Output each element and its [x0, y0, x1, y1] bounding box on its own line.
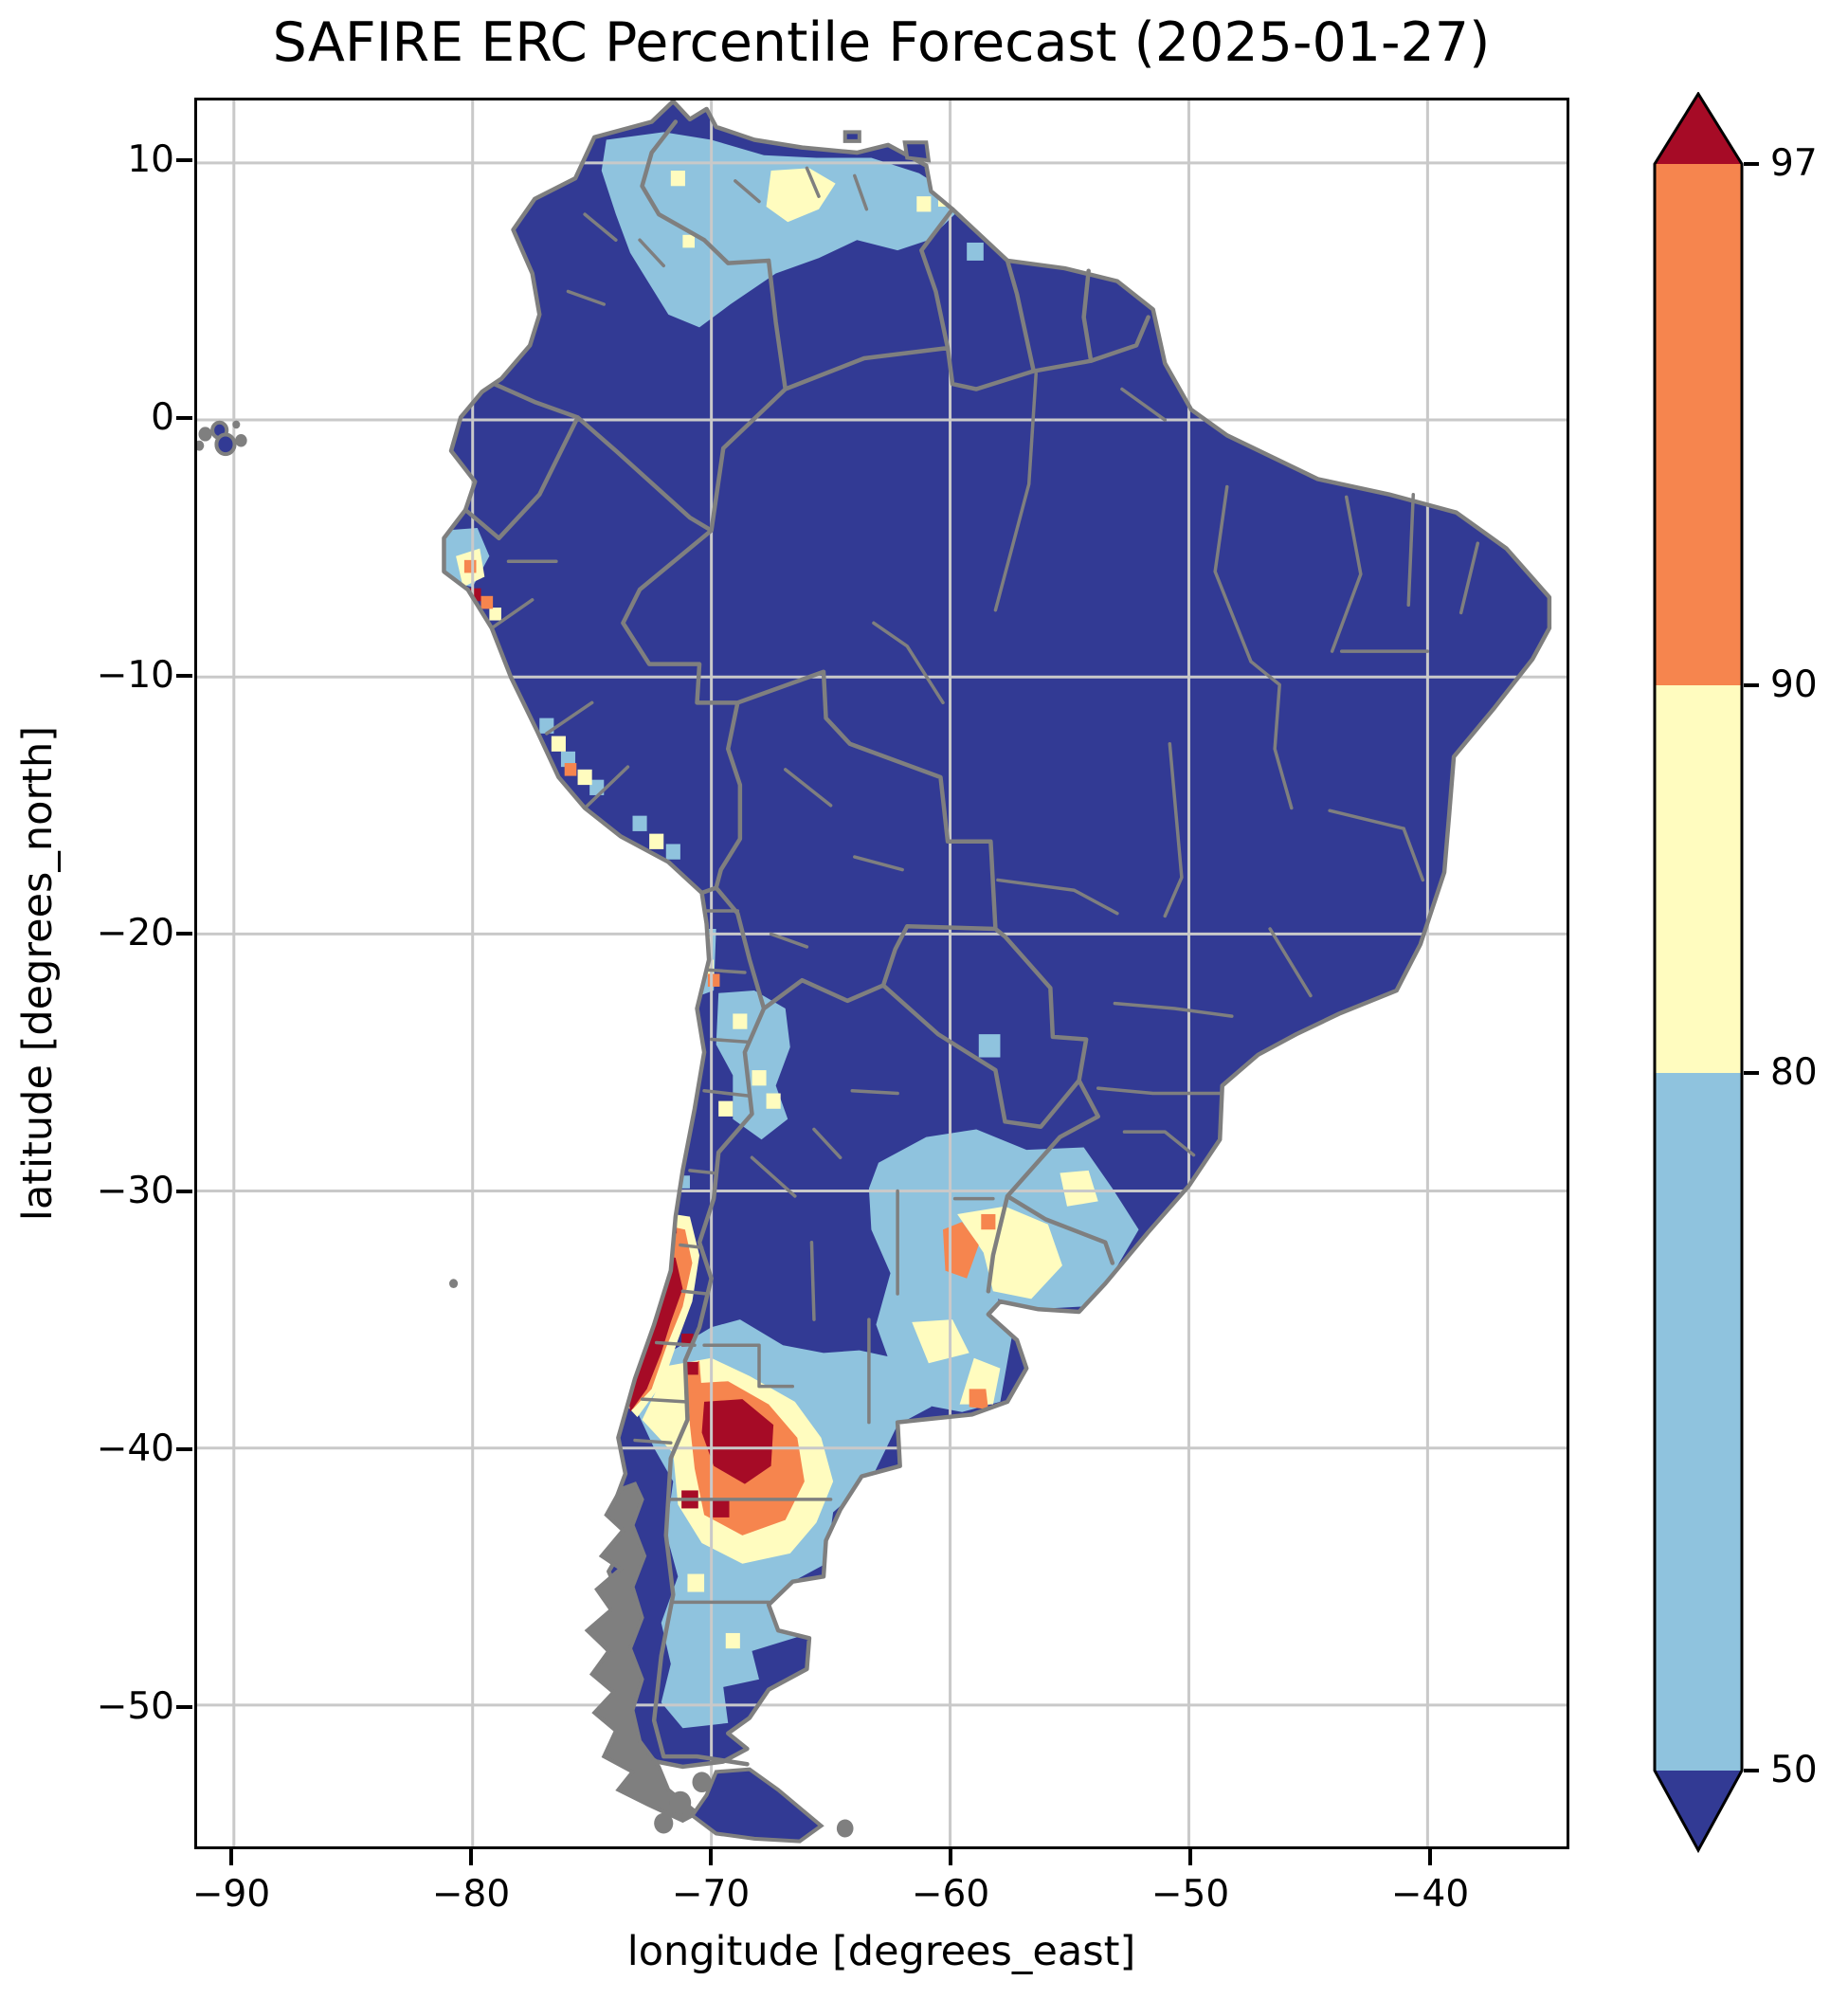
x-tick: [709, 1849, 713, 1865]
map-svg: [197, 100, 1567, 1846]
y-tick: [176, 1447, 192, 1451]
isla-de-los-estados: [836, 1819, 854, 1838]
tierra-del-fuego: [692, 1770, 821, 1842]
x-tick-label: −60: [911, 1873, 990, 1916]
colorbar-segment-80-90: [1655, 685, 1742, 1073]
class-above-97-regions: [468, 588, 774, 1517]
islands: [197, 132, 929, 1841]
x-tick: [1188, 1849, 1192, 1865]
x-axis-label: longitude [degrees_east]: [626, 1928, 1136, 1975]
colorbar-outline: [1655, 94, 1742, 1850]
y-axis-label: latitude [degrees_north]: [14, 725, 62, 1222]
colorbar-segment-90-97: [1655, 164, 1742, 685]
map-plot-area: [194, 98, 1569, 1849]
gridlines: [197, 100, 1567, 1846]
x-tick: [949, 1849, 952, 1865]
colorbar-extend-above-97: [1655, 94, 1742, 164]
x-tick-label: −70: [671, 1873, 751, 1916]
y-tick: [176, 674, 192, 678]
colorbar-segment-50-80: [1655, 1073, 1742, 1771]
y-tick: [176, 416, 192, 420]
galapagos-island: [235, 433, 247, 447]
margarita-island: [845, 132, 860, 140]
chart-title: SAFIRE ERC Percentile Forecast (2025-01-…: [272, 11, 1491, 74]
x-tick: [469, 1849, 473, 1865]
colorbar: [1653, 92, 1766, 1857]
chilean-fjords: [588, 1484, 698, 1821]
colorbar-tick-label: 50: [1770, 1749, 1818, 1791]
country-borders: [465, 122, 1148, 1765]
colorbar-tick-label: 97: [1770, 142, 1818, 185]
x-tick-label: −40: [1390, 1873, 1470, 1916]
galapagos-island: [197, 440, 205, 451]
colorbar-tick: [1744, 1769, 1759, 1772]
galapagos-island: [216, 435, 234, 455]
y-tick-label: −10: [96, 654, 174, 697]
trinidad-island: [905, 142, 929, 160]
y-tick: [176, 1190, 192, 1193]
y-tick-label: −50: [96, 1685, 174, 1728]
y-tick: [176, 1705, 192, 1709]
colorbar-tick: [1744, 1071, 1759, 1075]
colorbar-extend-below-50: [1655, 1771, 1742, 1850]
strait-island: [669, 1790, 692, 1815]
juan-fernandez-island: [449, 1279, 459, 1289]
strait-island: [692, 1772, 712, 1793]
y-tick-label: −20: [96, 912, 174, 954]
y-tick-label: 0: [151, 396, 174, 439]
x-tick-label: −90: [191, 1873, 271, 1916]
colorbar-tick: [1744, 162, 1759, 166]
y-tick: [176, 932, 192, 936]
x-tick-label: −50: [1150, 1873, 1230, 1916]
x-tick: [1428, 1849, 1432, 1865]
colorbar-svg: [1653, 92, 1766, 1857]
x-tick-label: −80: [431, 1873, 511, 1916]
colorbar-tick-label: 80: [1770, 1051, 1818, 1094]
x-tick: [229, 1849, 233, 1865]
y-tick: [176, 158, 192, 162]
colorbar-tick-label: 90: [1770, 663, 1818, 706]
y-tick-label: −30: [96, 1170, 174, 1212]
galapagos-island: [198, 427, 212, 442]
state-borders: [492, 168, 1477, 1602]
galapagos-island: [232, 420, 241, 429]
strait-island: [654, 1812, 674, 1834]
y-tick-label: 10: [127, 138, 174, 181]
y-tick-label: −40: [96, 1427, 174, 1470]
colorbar-tick: [1744, 683, 1759, 687]
